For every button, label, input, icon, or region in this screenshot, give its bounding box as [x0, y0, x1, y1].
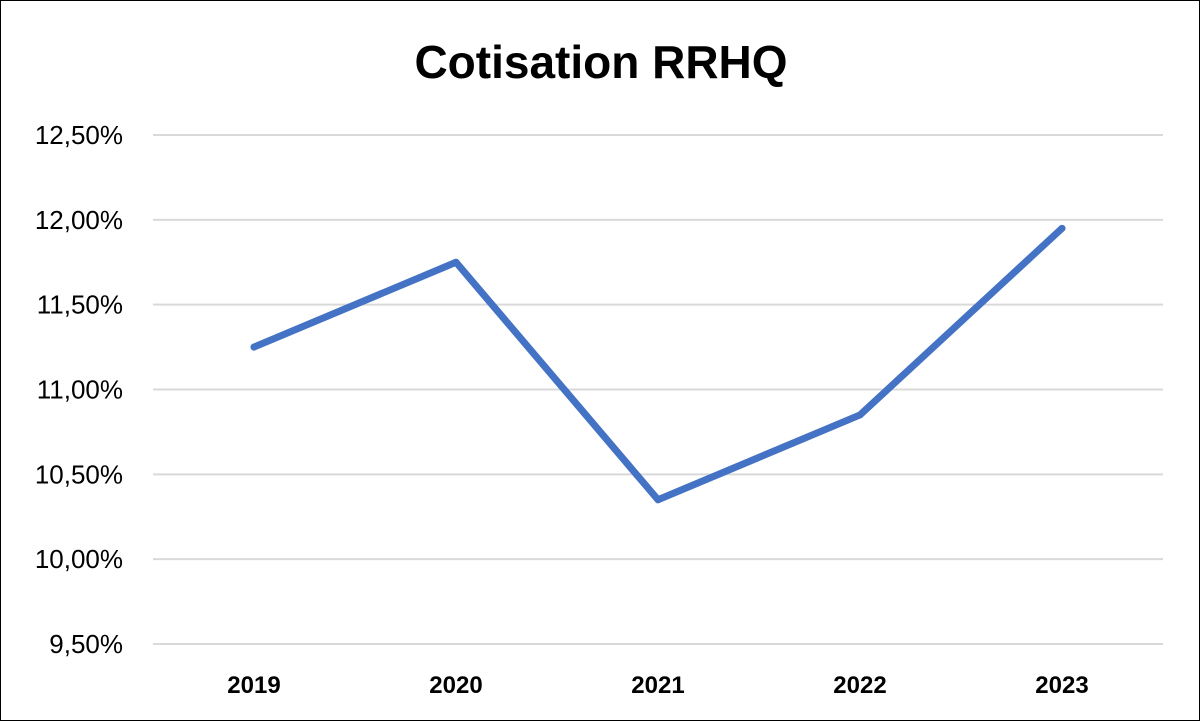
- y-tick-label: 12,50%: [35, 120, 123, 150]
- series-line: [250, 224, 1066, 504]
- y-axis-ticks: 12,50% 12,00% 11,50% 11,00% 10,50% 10,00% 9,50…: [35, 120, 123, 659]
- y-tick-label: 10,50%: [35, 459, 123, 489]
- y-tick-label: 11,00%: [37, 375, 123, 405]
- y-tick-label: 9,50%: [49, 629, 123, 659]
- series-layer: [250, 224, 1066, 504]
- data-point: [1058, 224, 1066, 232]
- data-point: [250, 343, 258, 351]
- gridlines: [153, 134, 1163, 645]
- y-tick-label: 11,50%: [37, 290, 123, 320]
- x-tick-label: 2020: [429, 672, 482, 699]
- x-tick-label: 2022: [833, 672, 886, 699]
- y-tick-label: 12,00%: [35, 205, 123, 235]
- x-tick-label: 2019: [227, 672, 280, 699]
- data-point: [452, 258, 460, 266]
- data-point: [856, 411, 864, 419]
- x-tick-label: 2023: [1035, 672, 1088, 699]
- chart-title: Cotisation RRHQ: [414, 36, 787, 88]
- x-axis-ticks: 2019 2020 2021 2022 2023: [227, 672, 1088, 699]
- data-point: [654, 496, 662, 504]
- y-tick-label: 10,00%: [35, 544, 123, 574]
- x-tick-label: 2021: [631, 672, 684, 699]
